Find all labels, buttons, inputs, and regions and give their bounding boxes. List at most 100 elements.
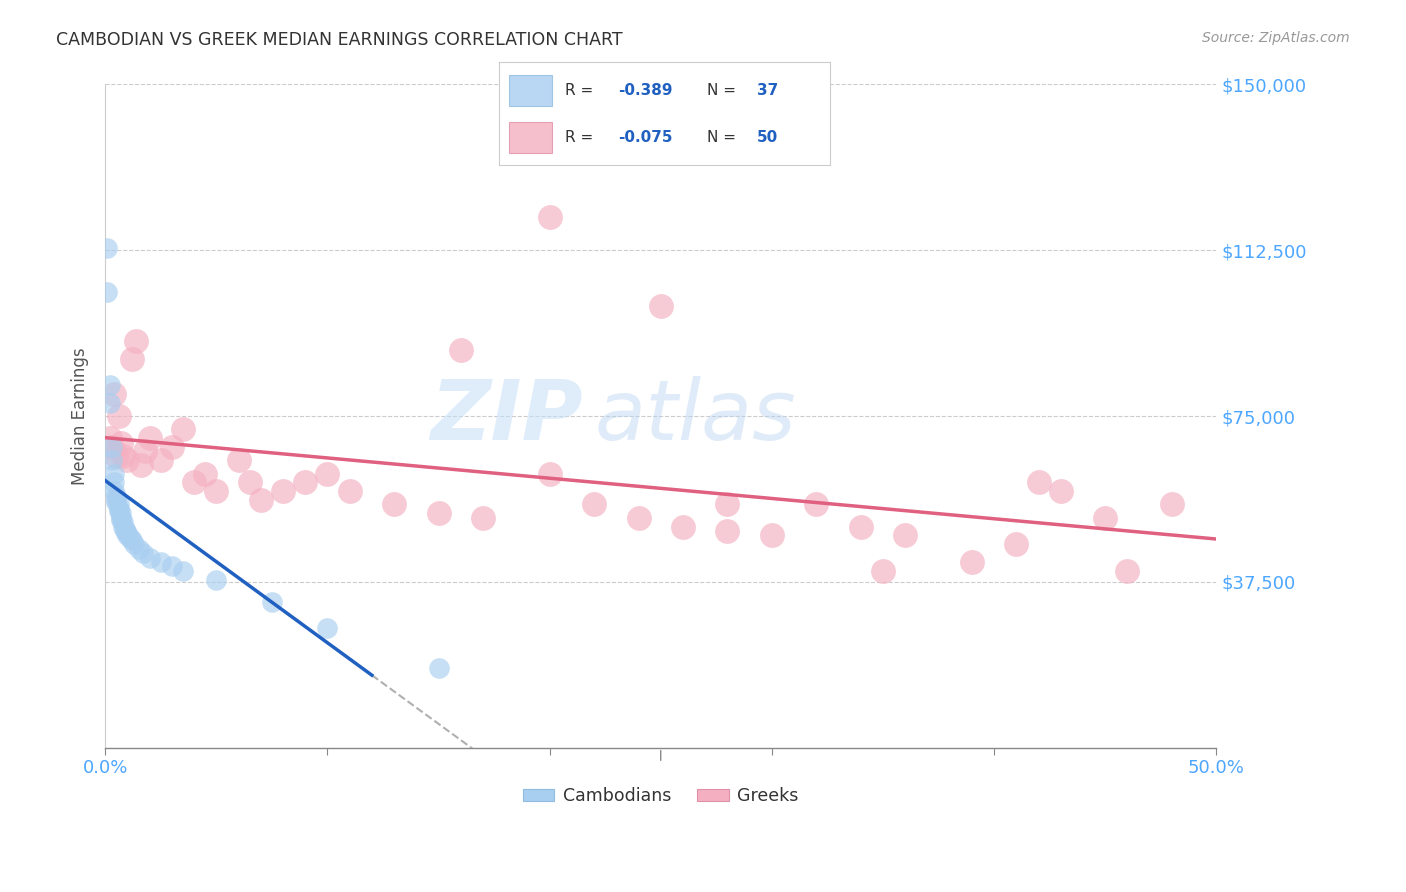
Point [111,515,134,529]
Point [538,210,561,224]
Point [149,555,172,569]
Point [650,299,672,313]
Point [132,546,155,560]
Point [98,396,121,410]
Point [105,495,128,509]
Point [183,475,205,490]
Point [105,489,128,503]
Point [101,440,124,454]
Point [101,440,124,454]
Point [271,484,294,499]
Point [172,564,194,578]
Point [117,528,139,542]
Point [1094,510,1116,524]
Point [205,484,228,499]
Text: Source: ZipAtlas.com: Source: ZipAtlas.com [1202,31,1350,45]
Point [716,498,738,512]
Point [450,343,472,357]
Point [172,422,194,436]
Point [114,524,136,538]
Point [427,661,450,675]
Point [149,453,172,467]
Point [806,498,828,512]
Point [194,467,217,481]
Point [110,510,132,524]
Point [118,531,141,545]
Point [538,467,561,481]
Point [105,493,128,508]
Point [107,409,129,423]
Point [316,621,339,635]
Text: R =: R = [565,83,599,97]
Point [472,510,495,524]
Text: atlas: atlas [595,376,796,457]
Point [103,475,125,490]
Point [160,440,183,454]
Point [1049,484,1071,499]
Text: N =: N = [707,130,741,145]
Point [110,513,132,527]
Point [107,502,129,516]
Point [583,498,606,512]
Point [121,533,143,547]
Point [96,285,118,300]
Point [110,435,132,450]
Point [107,498,129,512]
Point [105,449,128,463]
Point [761,528,783,542]
Point [111,519,134,533]
Text: CAMBODIAN VS GREEK MEDIAN EARNINGS CORRELATION CHART: CAMBODIAN VS GREEK MEDIAN EARNINGS CORRE… [56,31,623,49]
Point [249,493,271,508]
Point [114,522,136,536]
Text: 50: 50 [756,130,778,145]
Text: R =: R = [565,130,599,145]
Text: -0.075: -0.075 [619,130,672,145]
Point [111,449,134,463]
Text: 37: 37 [756,83,778,97]
Bar [509,75,553,105]
Point [103,484,125,499]
Point [239,475,262,490]
Point [1028,475,1050,490]
Legend: Cambodians, Greeks: Cambodians, Greeks [516,780,806,812]
Point [339,484,361,499]
Point [205,573,228,587]
Text: -0.389: -0.389 [619,83,672,97]
Point [960,555,983,569]
Point [98,431,121,445]
Point [316,467,339,481]
Point [96,241,118,255]
Point [110,506,132,520]
Point [117,526,139,541]
Point [103,467,125,481]
Point [107,504,129,518]
Point [627,510,650,524]
Bar [509,122,553,153]
Point [894,528,917,542]
Point [138,550,160,565]
Point [117,453,139,467]
Point [260,595,283,609]
Point [672,519,695,533]
Point [121,351,143,366]
Text: ZIP: ZIP [430,376,583,457]
Point [1160,498,1182,512]
Point [122,537,145,551]
Point [228,453,250,467]
Point [160,559,183,574]
Point [129,458,152,472]
Point [872,564,894,578]
Point [134,444,156,458]
Point [103,387,125,401]
Point [294,475,316,490]
Y-axis label: Median Earnings: Median Earnings [72,347,89,485]
Point [849,519,872,533]
Point [138,431,160,445]
Point [1005,537,1028,551]
Point [716,524,738,538]
Point [98,378,121,392]
Point [1116,564,1139,578]
Point [125,334,148,348]
Point [128,541,150,556]
Text: N =: N = [707,83,741,97]
